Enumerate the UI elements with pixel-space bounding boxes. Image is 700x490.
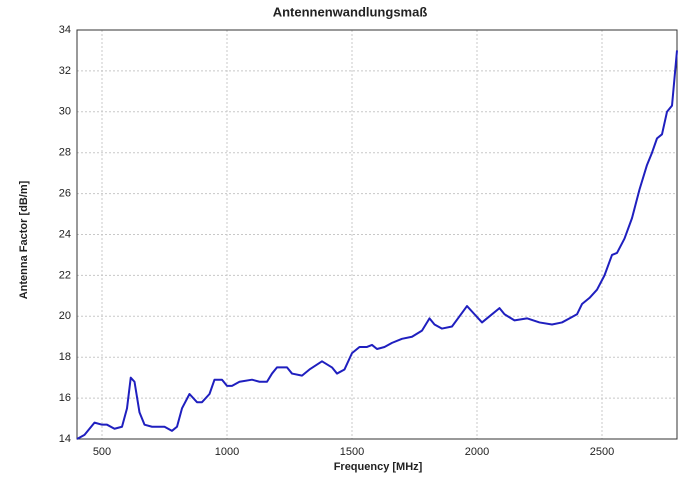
- y-tick-label: 22: [59, 269, 71, 281]
- x-tick-label: 2000: [465, 446, 489, 458]
- y-tick-label: 26: [59, 188, 71, 200]
- x-axis-label: Frequency [MHz]: [334, 461, 423, 473]
- y-tick-label: 30: [59, 106, 71, 118]
- chart-title: Antennenwandlungsmaß: [273, 4, 428, 19]
- y-tick-label: 34: [59, 24, 71, 36]
- y-tick-label: 18: [59, 351, 71, 363]
- x-tick-label: 1000: [215, 446, 239, 458]
- y-axis-label: Antenna Factor [dB/m]: [18, 180, 30, 299]
- y-tick-label: 28: [59, 147, 71, 159]
- y-tick-label: 14: [59, 433, 71, 445]
- y-tick-label: 24: [59, 228, 71, 240]
- x-tick-label: 500: [93, 446, 111, 458]
- y-tick-label: 20: [59, 310, 71, 322]
- x-tick-label: 2500: [590, 446, 614, 458]
- data-line: [76, 50, 678, 440]
- plot-frame: [76, 29, 678, 440]
- y-tick-label: 16: [59, 392, 71, 404]
- y-tick-label: 32: [59, 65, 71, 77]
- x-tick-label: 1500: [340, 446, 364, 458]
